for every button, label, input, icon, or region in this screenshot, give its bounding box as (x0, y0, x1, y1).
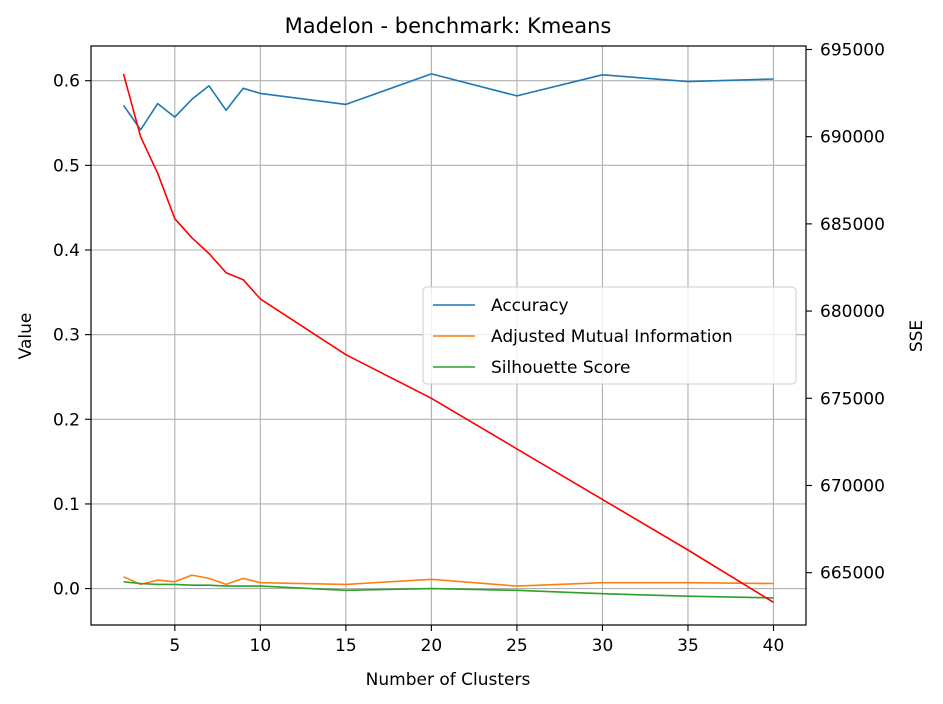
y2-tick-label: 675000 (820, 389, 885, 409)
x-tick-label: 5 (169, 636, 180, 656)
x-tick-label: 30 (592, 636, 614, 656)
x-tick-label: 40 (763, 636, 785, 656)
series-line-adjusted-mutual-information (123, 574, 774, 587)
y2-axis-title: SSE (907, 320, 927, 352)
x-tick-label: 20 (421, 636, 443, 656)
y-tick-label: 0.5 (53, 156, 80, 176)
series-line-accuracy (122, 73, 774, 131)
plot-frame (90, 45, 807, 626)
x-tick-label: 15 (335, 636, 357, 656)
y-tick-label: 0.0 (53, 580, 80, 600)
series-line-sse (122, 73, 774, 603)
legend-box (422, 286, 797, 385)
x-axis-title: Number of Clusters (366, 670, 531, 690)
x-tick-label: 25 (506, 636, 528, 656)
y2-tick-label: 690000 (820, 128, 885, 148)
grid (91, 46, 806, 625)
y2-tick-label: 685000 (820, 215, 885, 235)
series-line-silhouette-score (123, 581, 774, 599)
y2-tick-label: 665000 (820, 564, 885, 584)
legend: Accuracy Adjusted Mutual Information Silho… (422, 286, 797, 385)
x-tick-label: 10 (250, 636, 272, 656)
y2-tick-label: 695000 (820, 40, 885, 60)
x-tick-label: 35 (677, 636, 699, 656)
y-axis-title: Value (16, 313, 36, 360)
y2-tick-label: 670000 (820, 476, 885, 496)
axes: 5 10 15 20 25 30 35 40 0.0 0.1 0.2 0.3 0.4 0.5 0.6 6650… (53, 40, 885, 656)
series-layer (122, 73, 774, 603)
y-tick-label: 0.6 (53, 72, 80, 92)
legend-label: Silhouette Score (491, 358, 630, 378)
y-tick-label: 0.2 (53, 410, 80, 430)
y2-tick-label: 680000 (820, 302, 885, 322)
chart-title: Madelon - benchmark: Kmeans (285, 14, 612, 38)
y-tick-label: 0.1 (53, 495, 80, 515)
legend-label: Accuracy (491, 296, 569, 316)
y-tick-label: 0.4 (53, 241, 80, 261)
y-tick-label: 0.3 (53, 326, 80, 346)
legend-label: Adjusted Mutual Information (491, 327, 733, 347)
